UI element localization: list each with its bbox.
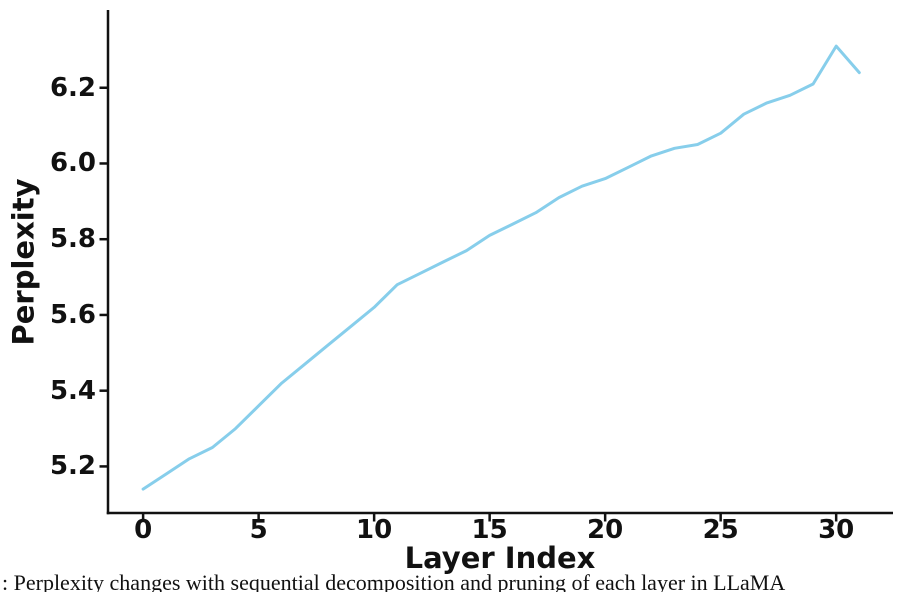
x-axis-title: Layer Index [404, 541, 596, 575]
perplexity-line-series [141, 44, 861, 491]
y-axis-title: Perplexity [6, 178, 41, 346]
x-tick-label: 5 [249, 515, 268, 545]
y-tick-label: 5.4 [49, 375, 96, 406]
y-tick-label: 5.2 [49, 451, 96, 482]
x-tick-label: 0 [134, 515, 153, 545]
axis-ticks [99, 86, 838, 522]
x-tick-label: 20 [587, 515, 624, 545]
figure-caption: : Perplexity changes with sequential dec… [2, 570, 786, 592]
y-tick-label: 5.8 [49, 224, 96, 255]
x-tick-label: 10 [356, 515, 393, 545]
x-tick-label: 15 [471, 515, 508, 545]
x-tick-label: 25 [702, 515, 739, 545]
y-tick-label: 6.2 [49, 72, 96, 103]
x-tick-label: 30 [818, 515, 855, 545]
y-tick-label: 5.6 [49, 299, 96, 330]
y-tick-label: 6.0 [49, 148, 96, 179]
